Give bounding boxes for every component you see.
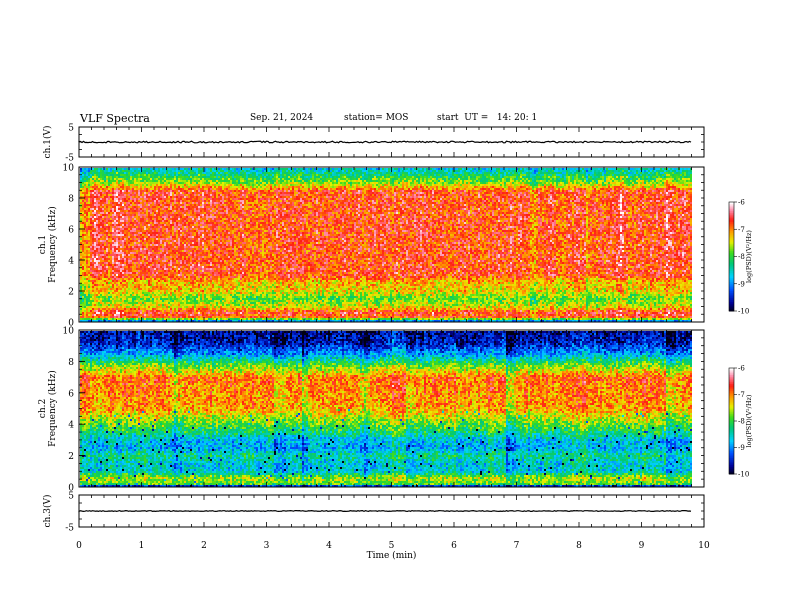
colorbar-tick-label: -6	[738, 199, 745, 207]
x-axis-label: Time (min)	[367, 550, 417, 561]
colorbar-tick-label: -10	[738, 471, 749, 479]
colorbar-tick-label: -7	[738, 391, 745, 399]
y-axis-label: ch.1(V)	[42, 126, 53, 159]
series-line-ch1	[79, 141, 691, 143]
y-tick-label: 5	[68, 492, 74, 502]
y-axis-label: ch.2	[38, 399, 48, 418]
x-tick-label: 8	[576, 541, 582, 551]
colorbar-tick-label: -8	[738, 418, 745, 426]
y-tick-label: 4	[68, 421, 74, 431]
colorbar-label: log(PSD)(V²/Hz)	[745, 230, 753, 283]
y-tick-label: 5	[68, 124, 74, 134]
colorbar-tick-label: -9	[738, 444, 745, 452]
y-axis-label: ch.3(V)	[42, 495, 53, 528]
y-tick-label: 10	[63, 327, 75, 337]
colorbar-tick-label: -7	[738, 226, 745, 234]
colorbar-tick-label: -8	[738, 253, 745, 261]
x-tick-label: 10	[698, 541, 710, 551]
x-tick-label: 3	[264, 541, 270, 551]
x-tick-label: 9	[639, 541, 645, 551]
y-tick-label: 6	[68, 389, 74, 399]
colorbar-tick-label: -9	[738, 280, 745, 288]
colorbar-label: log(PSD)(V²/Hz)	[745, 394, 753, 447]
x-tick-label: 1	[139, 541, 145, 551]
x-tick-label: 5	[389, 541, 395, 551]
y-axis-label: ch.1	[38, 235, 48, 254]
spectrogram-ch1	[80, 168, 692, 322]
x-tick-label: 6	[451, 541, 457, 551]
colorbar-tick-label: -6	[738, 365, 745, 373]
y-tick-label: 4	[68, 257, 74, 267]
x-tick-label: 0	[76, 541, 82, 551]
colorbar-tick-label: -10	[738, 308, 749, 316]
colorbar-ch1	[729, 202, 737, 312]
spectrogram-ch2	[80, 331, 692, 487]
y-tick-label: 8	[68, 195, 74, 205]
y-tick-label: -5	[65, 154, 74, 164]
x-tick-label: 2	[201, 541, 207, 551]
vlf-figure: 5-5ch.1(V)0246810ch.1 Frequency (kHz)0246…	[0, 0, 792, 612]
y-axis-label: Frequency (kHz)	[47, 370, 58, 447]
x-tick-label: 7	[514, 541, 520, 551]
y-tick-label: 8	[68, 358, 74, 368]
y-tick-label: 10	[63, 164, 75, 174]
y-tick-label: 6	[68, 226, 74, 236]
y-tick-label: 2	[68, 288, 74, 298]
x-tick-label: 4	[326, 541, 332, 551]
colorbar-ch2	[729, 368, 737, 475]
series-line-ch3	[79, 511, 691, 512]
y-axis-label: Frequency (kHz)	[47, 206, 58, 283]
y-tick-label: -5	[65, 524, 74, 534]
y-tick-label: 2	[68, 452, 74, 462]
